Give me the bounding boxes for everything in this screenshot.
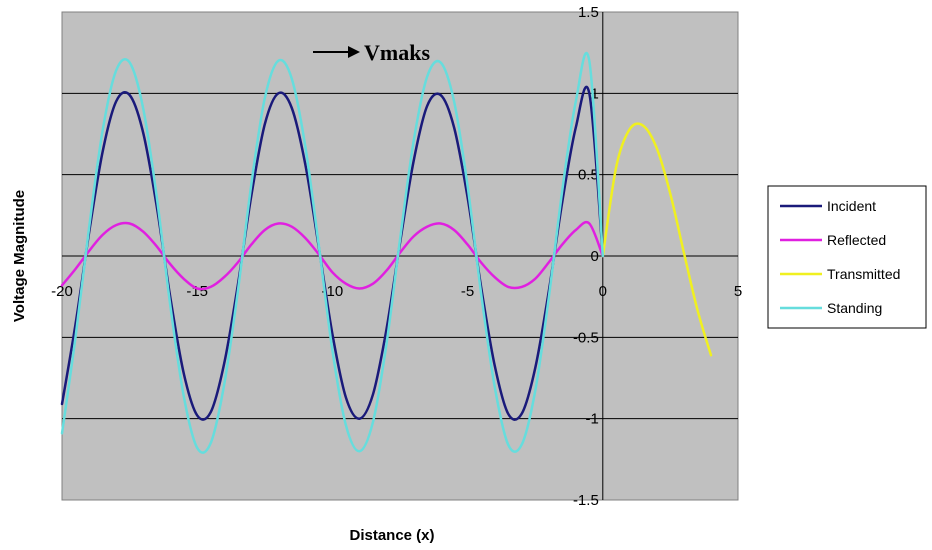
legend-label-incident: Incident xyxy=(827,198,876,214)
x-tick-label: 5 xyxy=(734,283,742,300)
series-line-transmitted xyxy=(601,122,713,357)
legend-label-standing: Standing xyxy=(827,300,882,316)
y-tick-label: 0 xyxy=(590,248,598,265)
annotation-arrowhead xyxy=(348,46,360,58)
y-tick-label: -0.5 xyxy=(573,329,599,346)
y-tick-labels: 1.5 1 0.5 0 -0.5 -1 -1.5 xyxy=(573,4,599,509)
annotation: Vmaks xyxy=(313,40,430,65)
legend-label-transmitted: Transmitted xyxy=(827,266,900,282)
x-tick-label: -15 xyxy=(186,283,208,300)
x-tick-label: 0 xyxy=(599,283,607,300)
y-tick-label: -1 xyxy=(585,411,598,428)
x-tick-label: -5 xyxy=(461,283,474,300)
series-line-incident xyxy=(60,85,605,421)
legend: Incident Reflected Transmitted Standing xyxy=(767,185,927,329)
legend-label-reflected: Reflected xyxy=(827,232,886,248)
y-axis-label: Voltage Magnitude xyxy=(11,190,28,322)
y-tick-label: 0.5 xyxy=(578,167,599,184)
series-line-reflected xyxy=(60,220,605,291)
annotation-vmaks: Vmaks xyxy=(364,40,430,65)
legend-box xyxy=(767,185,927,329)
series-line-standing xyxy=(60,51,605,454)
y-tick-label: 1 xyxy=(590,85,598,102)
x-axis-label: Distance (x) xyxy=(349,527,434,544)
y-tick-label: 1.5 xyxy=(578,4,599,21)
series-lines xyxy=(60,51,713,454)
y-tick-label: -1.5 xyxy=(573,492,599,509)
x-tick-label: -20 xyxy=(51,283,73,300)
